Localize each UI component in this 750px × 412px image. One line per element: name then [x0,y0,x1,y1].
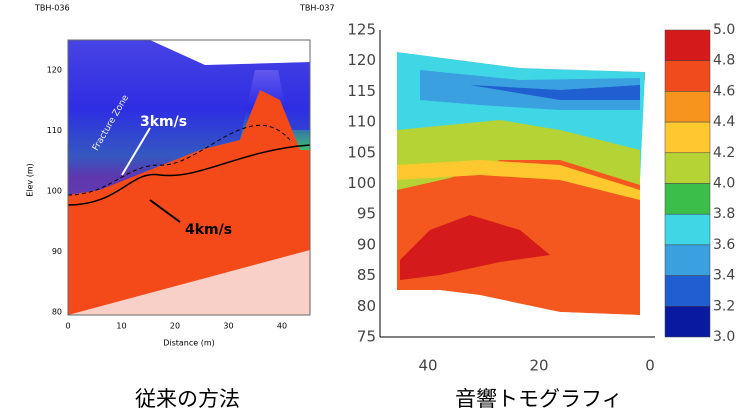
y-tick-label: 120 [47,66,62,75]
plot-frame [67,39,311,316]
figure-svg: TBH-036 TBH-037 Fracture Zone 3km/s 4km/… [26,4,736,375]
contour [67,144,311,206]
annotation: 4km/s [185,222,232,238]
x-tick-label: 0 [65,322,70,331]
colorbar-label: 3.8 [713,206,735,222]
colorbar-label: 4.6 [713,83,735,99]
y-tick-label: 90 [357,235,376,253]
colorbar-swatch [664,121,711,154]
colorbar-swatch [664,91,711,123]
topography [397,290,640,320]
tomogram-zone [470,85,640,100]
annotation: 3km/s [140,114,187,130]
colorbar-swatch [664,275,711,307]
y-tick-label: 100 [47,187,62,196]
tomogram-zone [400,215,550,280]
y-tick-label: 120 [347,51,376,69]
colorbar-swatch [664,183,711,215]
arrow [121,127,151,176]
colorbar-swatch [664,213,711,246]
y-tick-label: 95 [357,205,376,223]
axis-label: Distance (m) [163,339,215,348]
colorbar-swatch [664,29,711,61]
x-tick-label: 0 [645,357,655,375]
y-tick-label: 110 [47,126,62,135]
caption: 従来の方法 [135,387,240,411]
y-tick-label: 125 [347,21,376,39]
colorbar-label: 4.2 [713,145,735,161]
arrow [149,199,181,223]
bottom-zone [68,250,310,315]
colorbar-label: 4.8 [713,53,735,69]
y-tick-label: 105 [347,143,376,161]
colorbar-swatch [664,152,711,184]
topography [397,40,645,72]
contour [67,124,291,196]
colorbar-swatch [664,244,711,276]
y-tick-label: 110 [347,113,376,131]
high-velocity-zone [68,90,310,315]
tomogram-zone [397,160,640,200]
colorbar-label: 4.4 [713,114,735,130]
colorbar-label: 3.4 [713,268,735,284]
x-tick-label: 10 [116,322,126,331]
y-tick-label: 80 [357,297,376,315]
well-label: TBH-037 [299,4,335,13]
x-tick-label: 20 [529,357,548,375]
y-tick-label: 75 [357,328,376,346]
y-tick-label: 85 [357,266,376,284]
colorbar-label: 3.6 [713,237,735,253]
y-tick-label: 115 [347,82,376,100]
y-tick-label: 100 [347,174,376,192]
axis-label: Elev (m) [26,163,35,197]
colorbar-swatch [664,60,711,92]
colorbar-label: 3.2 [713,298,735,314]
colorbar-label: 4.0 [713,176,735,192]
x-tick-label: 30 [223,322,233,331]
x-tick-label: 20 [170,322,180,331]
x-tick-label: 40 [277,322,287,331]
colorbar-label: 5.0 [713,22,735,38]
caption: 音響トモグラフィ [455,387,623,411]
topography [150,40,310,65]
colorbar-swatch [664,306,711,338]
colorbar-label: 3.0 [713,329,735,345]
x-tick-label: 40 [418,357,437,375]
y-tick-label: 80 [52,308,62,317]
well-label: TBH-036 [34,4,70,13]
y-tick-label: 90 [52,247,62,256]
low-velocity-zone [68,40,310,195]
